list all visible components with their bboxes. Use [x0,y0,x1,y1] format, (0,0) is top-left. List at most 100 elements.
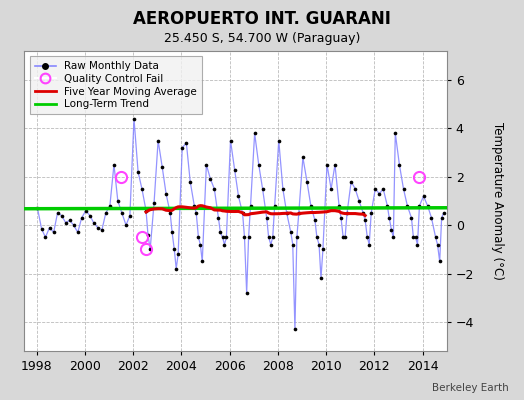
Point [289,241,297,248]
Point [279,186,287,192]
Text: 25.450 S, 54.700 W (Paraguay): 25.450 S, 54.700 W (Paraguay) [164,32,360,45]
Point [138,186,146,192]
Point [395,162,403,168]
Point [178,144,187,151]
Point [73,229,82,236]
Point [347,178,355,185]
Point [268,234,277,240]
Point [220,241,228,248]
Point [231,166,239,173]
Point [367,210,375,216]
Point [294,210,303,216]
Point [166,210,174,216]
Point [313,234,321,240]
Point [250,130,259,136]
Point [363,234,372,240]
Point [53,210,62,216]
Point [110,162,118,168]
Point [170,246,179,252]
Point [238,210,247,216]
Point [172,266,180,272]
Point [182,140,191,146]
Point [319,246,327,252]
Point [327,186,335,192]
Point [234,193,243,199]
Point [323,162,331,168]
Point [222,234,231,240]
Point [291,326,299,332]
Point [307,203,315,209]
Point [282,210,291,216]
Point [37,226,46,232]
Point [275,137,283,144]
Point [311,217,319,224]
Point [423,203,432,209]
Point [335,203,343,209]
Point [97,227,106,233]
Point [303,178,311,185]
Point [243,290,251,296]
Point [216,229,225,236]
Point [438,215,446,221]
Text: AEROPUERTO INT. GUARANI: AEROPUERTO INT. GUARANI [133,10,391,28]
Point [383,203,391,209]
Text: Berkeley Earth: Berkeley Earth [432,383,508,393]
Point [391,130,399,136]
Point [255,162,263,168]
Point [244,234,253,240]
Y-axis label: Temperature Anomaly (°C): Temperature Anomaly (°C) [491,122,504,280]
Point [106,203,114,209]
Point [439,210,447,216]
Point [361,217,369,224]
Point [214,215,223,221]
Point [265,234,273,240]
Point [419,193,428,199]
Point [134,169,143,175]
Point [411,234,420,240]
Point [192,210,201,216]
Point [126,212,134,219]
Point [114,198,122,204]
Point [317,275,325,282]
Point [146,246,155,252]
Point [70,222,78,228]
Point [385,215,394,221]
Point [258,186,267,192]
Point [355,198,363,204]
Point [399,186,408,192]
Point [122,222,130,228]
Point [198,258,206,265]
Point [186,178,194,185]
Point [174,251,182,258]
Point [168,229,176,236]
Point [226,137,235,144]
Point [359,210,367,216]
Point [375,190,384,197]
Point [58,212,66,219]
Point [339,234,347,240]
Point [210,186,219,192]
Point [431,234,440,240]
Point [293,234,301,240]
Point [196,241,204,248]
Point [241,234,249,240]
Point [41,234,50,240]
Point [144,232,152,238]
Point [118,210,126,216]
Point [85,212,94,219]
Point [267,241,275,248]
Point [433,241,442,248]
Point [130,116,138,122]
Point [379,186,387,192]
Point [415,203,423,209]
Point [78,215,86,221]
Point [435,258,444,265]
Point [343,210,351,216]
Point [315,241,323,248]
Point [102,210,110,216]
Point [46,224,54,231]
Point [246,203,255,209]
Point [219,234,227,240]
Point [371,186,379,192]
Point [158,164,167,170]
